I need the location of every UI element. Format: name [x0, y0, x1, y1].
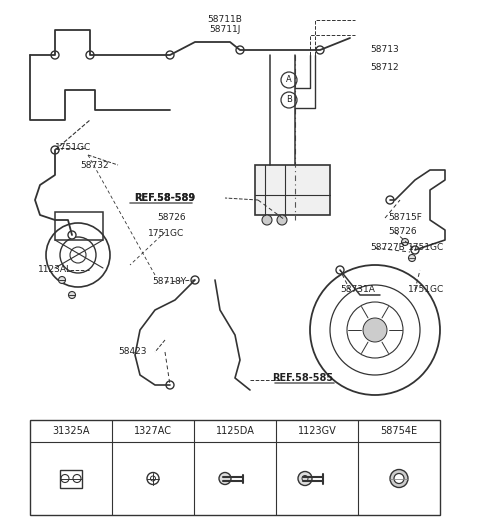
Text: 58726: 58726 — [157, 214, 186, 223]
Text: 31325A: 31325A — [52, 426, 90, 436]
Text: 1327AC: 1327AC — [134, 426, 172, 436]
Text: 58711J: 58711J — [209, 26, 240, 35]
Circle shape — [281, 92, 297, 108]
Circle shape — [69, 291, 75, 299]
Text: REF.58-585: REF.58-585 — [272, 373, 333, 383]
Circle shape — [411, 246, 419, 254]
Circle shape — [51, 51, 59, 59]
Circle shape — [336, 266, 344, 274]
Text: 58727B: 58727B — [370, 244, 405, 253]
Circle shape — [390, 469, 408, 488]
Text: 58423: 58423 — [118, 348, 146, 356]
Circle shape — [262, 215, 272, 225]
Text: 1751GC: 1751GC — [408, 244, 444, 253]
Text: 58711B: 58711B — [207, 16, 242, 25]
Text: A: A — [286, 76, 292, 85]
Text: 1751GC: 1751GC — [55, 143, 91, 152]
Circle shape — [281, 72, 297, 88]
Text: 1751GC: 1751GC — [408, 286, 444, 295]
Text: 1123GV: 1123GV — [298, 426, 336, 436]
Circle shape — [394, 474, 404, 484]
Circle shape — [166, 51, 174, 59]
Circle shape — [386, 196, 394, 204]
Text: 58732: 58732 — [80, 161, 108, 170]
Circle shape — [363, 318, 387, 342]
Circle shape — [51, 146, 59, 154]
Text: 58712: 58712 — [370, 64, 398, 72]
Circle shape — [277, 215, 287, 225]
Circle shape — [191, 276, 199, 284]
Circle shape — [166, 381, 174, 389]
Circle shape — [316, 46, 324, 54]
Text: 58713: 58713 — [370, 46, 399, 55]
Circle shape — [401, 238, 408, 246]
Text: 58715F: 58715F — [388, 214, 422, 223]
Text: 1751GC: 1751GC — [148, 228, 184, 237]
Text: 1123AL: 1123AL — [38, 266, 72, 275]
Bar — [255, 165, 330, 215]
Circle shape — [236, 46, 244, 54]
Text: 58718Y: 58718Y — [152, 278, 186, 287]
Circle shape — [86, 51, 94, 59]
Circle shape — [59, 277, 65, 284]
Text: 58726: 58726 — [388, 227, 417, 236]
Text: 58754E: 58754E — [381, 426, 418, 436]
Bar — [30, 420, 440, 515]
Text: B: B — [286, 96, 292, 104]
Circle shape — [408, 255, 416, 261]
Text: REF.58-589: REF.58-589 — [134, 193, 195, 203]
Circle shape — [298, 471, 312, 486]
Circle shape — [68, 231, 76, 239]
Bar — [60, 469, 82, 488]
Text: REF.58-589: REF.58-589 — [134, 193, 195, 203]
Text: 58731A: 58731A — [340, 286, 375, 295]
Bar — [55, 212, 103, 240]
Circle shape — [219, 472, 231, 485]
Text: 1125DA: 1125DA — [216, 426, 254, 436]
